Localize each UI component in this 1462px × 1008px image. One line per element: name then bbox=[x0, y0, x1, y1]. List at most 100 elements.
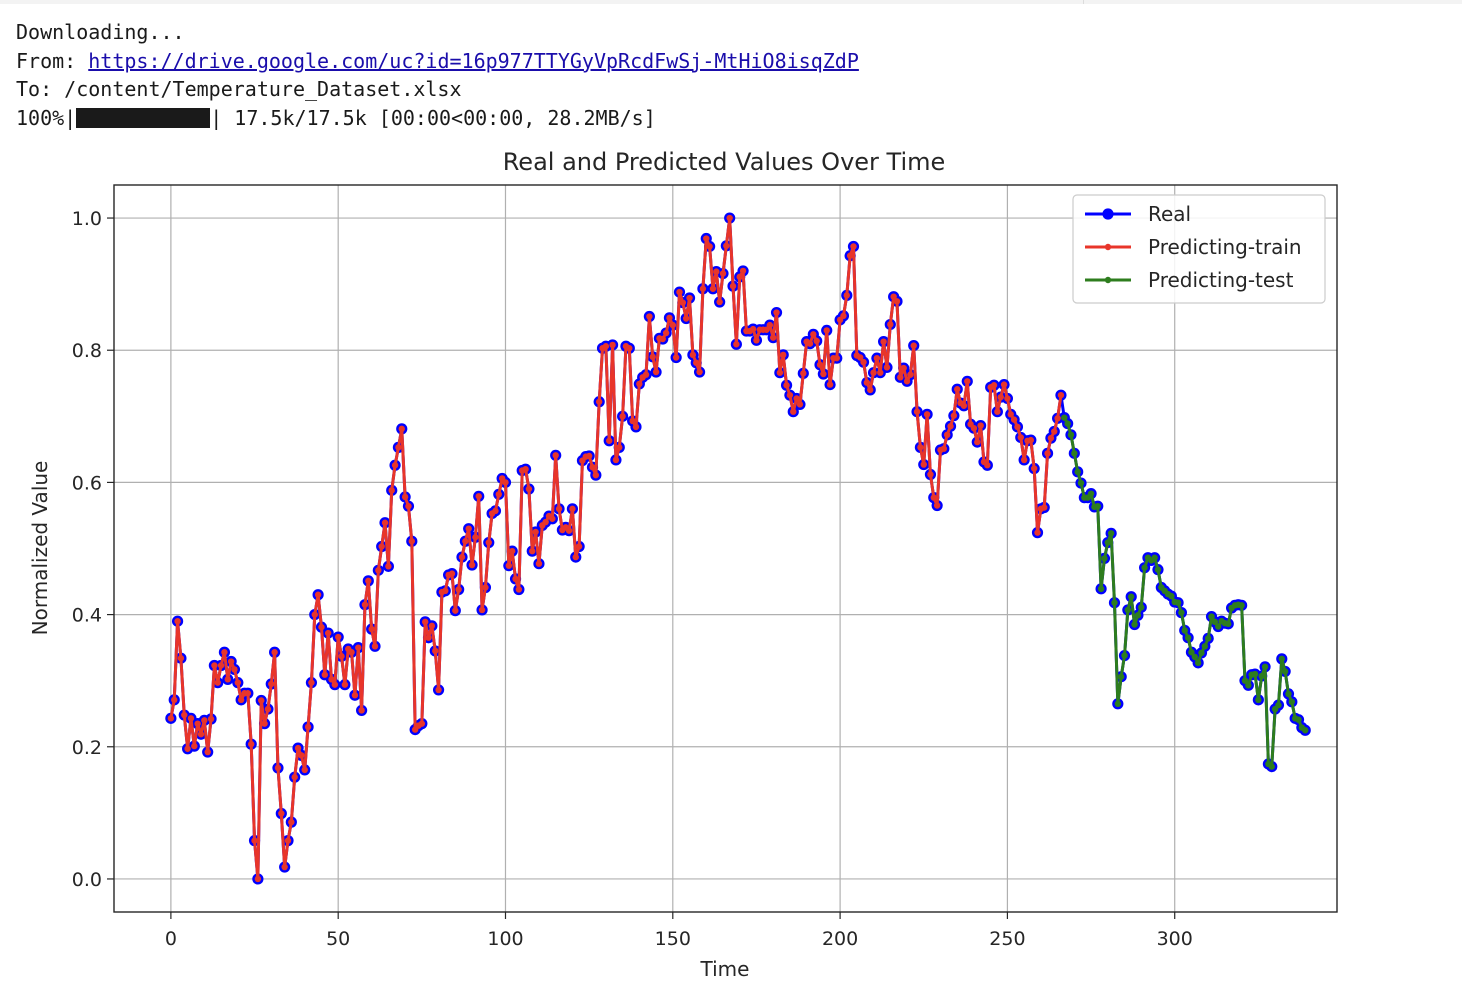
line-chart: Real and Predicted Values Over Time 0 50 1… bbox=[28, 148, 1338, 981]
data-point-predicting-train bbox=[723, 242, 730, 249]
data-point-predicting-train bbox=[943, 431, 951, 439]
data-point-predicting-test bbox=[1211, 618, 1219, 626]
y-axis-label: Normalized Value bbox=[28, 461, 52, 636]
top-border-tick bbox=[1083, 0, 1084, 4]
console-line-to: To: /content/Temperature_Dataset.xlsx bbox=[16, 77, 462, 101]
legend-swatch-marker bbox=[1104, 276, 1112, 284]
data-point-predicting-train bbox=[947, 423, 954, 430]
data-point-predicting-train bbox=[231, 666, 238, 673]
data-point-predicting-train bbox=[923, 411, 931, 418]
data-point-predicting-test bbox=[1174, 599, 1182, 606]
data-point-predicting-train bbox=[328, 676, 335, 683]
data-point-predicting-train bbox=[773, 309, 780, 316]
data-point-predicting-train bbox=[502, 479, 509, 486]
data-point-predicting-train bbox=[840, 312, 847, 320]
data-point-predicting-train bbox=[334, 633, 342, 641]
data-point-predicting-train bbox=[753, 337, 760, 344]
data-point-predicting-train bbox=[468, 561, 476, 569]
data-point-predicting-train bbox=[512, 575, 519, 583]
series-line-predicting-train bbox=[169, 216, 1063, 881]
data-point-predicting-train bbox=[244, 690, 252, 697]
data-point-predicting-train bbox=[201, 717, 208, 724]
data-point-predicting-train bbox=[783, 382, 790, 389]
data-point-predicting-train bbox=[682, 315, 690, 322]
data-point-predicting-train bbox=[288, 818, 295, 826]
legend-box bbox=[1072, 194, 1326, 304]
data-point-predicting-train bbox=[532, 528, 539, 536]
data-point-predicting-train bbox=[321, 671, 328, 678]
data-point-predicting-train bbox=[184, 745, 191, 752]
data-point-predicting-test bbox=[1275, 701, 1282, 709]
data-point-predicting-train bbox=[482, 584, 489, 591]
data-point-predicting-test bbox=[1295, 716, 1302, 723]
data-point-predicting-train bbox=[371, 643, 379, 650]
data-point-predicting-train bbox=[254, 875, 262, 883]
data-point-predicting-train bbox=[191, 742, 198, 750]
data-point-predicting-train bbox=[662, 329, 670, 337]
data-point-predicting-train bbox=[903, 378, 911, 385]
data-point-predicting-test bbox=[1285, 690, 1292, 698]
data-point-predicting-train bbox=[1057, 391, 1065, 399]
data-point-predicting-train bbox=[452, 607, 459, 614]
data-point-predicting-train bbox=[432, 647, 439, 655]
data-point-predicting-test bbox=[1225, 620, 1232, 628]
data-point-predicting-train bbox=[274, 764, 282, 772]
data-point-predicting-train bbox=[475, 493, 482, 500]
data-point-predicting-train bbox=[448, 570, 456, 577]
data-point-predicting-train bbox=[261, 720, 268, 727]
data-point-predicting-train bbox=[913, 408, 921, 415]
data-point-predicting-train bbox=[495, 491, 502, 498]
data-point-predicting-train bbox=[304, 723, 312, 731]
data-point-predicting-test bbox=[1077, 479, 1085, 487]
data-point-predicting-train bbox=[917, 444, 924, 451]
data-point-predicting-train bbox=[442, 587, 449, 594]
data-point-predicting-train bbox=[1041, 504, 1048, 511]
data-point-predicting-train bbox=[699, 285, 707, 292]
data-point-predicting-train bbox=[606, 437, 613, 444]
data-point-predicting-train bbox=[739, 267, 747, 275]
progress-percent: 100%| bbox=[16, 105, 77, 130]
data-point-predicting-train bbox=[1047, 434, 1055, 442]
series-predicting-train bbox=[167, 214, 1065, 883]
data-point-predicting-train bbox=[308, 679, 315, 686]
data-point-predicting-test bbox=[1154, 566, 1162, 573]
data-point-predicting-train bbox=[897, 374, 904, 381]
data-point-predicting-train bbox=[729, 282, 737, 290]
data-point-predicting-test bbox=[1201, 643, 1209, 650]
data-point-predicting-train bbox=[207, 715, 215, 723]
x-tick-label: 50 bbox=[326, 928, 350, 950]
progress-bar-fill bbox=[76, 107, 211, 128]
data-point-predicting-train bbox=[435, 686, 442, 694]
console-from-link[interactable]: https://drive.google.com/uc?id=16p977TTY… bbox=[88, 48, 859, 73]
data-point-predicting-train bbox=[585, 452, 593, 460]
data-point-predicting-train bbox=[800, 370, 807, 377]
data-point-predicting-train bbox=[237, 696, 245, 704]
data-point-predicting-train bbox=[766, 321, 774, 329]
data-point-predicting-train bbox=[1034, 529, 1041, 536]
data-point-predicting-train bbox=[341, 681, 349, 688]
data-point-predicting-test bbox=[1064, 420, 1071, 427]
data-point-predicting-test bbox=[1128, 593, 1135, 600]
data-point-predicting-train bbox=[572, 553, 579, 561]
data-point-predicting-test bbox=[1258, 672, 1265, 680]
data-point-predicting-train bbox=[348, 649, 355, 656]
data-point-predicting-train bbox=[612, 456, 620, 464]
y-tick-label: 0.8 bbox=[72, 340, 102, 362]
data-point-predicting-test bbox=[1245, 682, 1252, 689]
data-point-predicting-test bbox=[1208, 613, 1215, 620]
data-point-predicting-test bbox=[1141, 564, 1148, 571]
data-point-predicting-train bbox=[846, 252, 854, 259]
data-point-predicting-train bbox=[542, 518, 549, 526]
data-point-predicting-train bbox=[1030, 465, 1038, 472]
data-point-predicting-train bbox=[177, 655, 185, 662]
data-point-predicting-train bbox=[997, 393, 1004, 401]
data-point-predicting-train bbox=[786, 391, 794, 399]
data-point-predicting-train bbox=[629, 417, 636, 425]
data-point-predicting-train bbox=[733, 341, 740, 348]
data-point-predicting-train bbox=[893, 298, 901, 305]
data-point-predicting-train bbox=[425, 634, 432, 641]
data-point-predicting-test bbox=[1241, 677, 1249, 684]
data-point-predicting-train bbox=[478, 606, 486, 614]
x-tick-label: 0 bbox=[165, 928, 177, 950]
data-point-predicting-train bbox=[977, 422, 984, 429]
